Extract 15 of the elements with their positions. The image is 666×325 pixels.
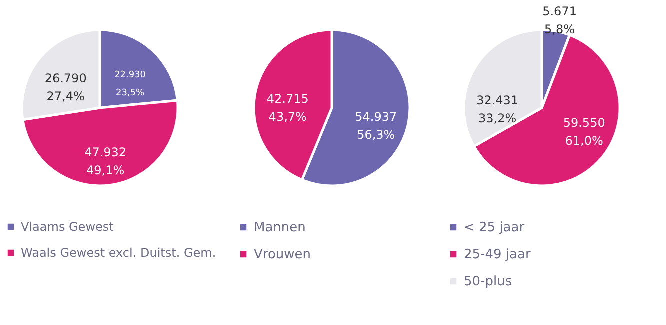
- legend-label: Vlaams Gewest: [21, 220, 114, 234]
- data-label: 59.550 61,0%: [563, 116, 606, 148]
- legend-label: Vrouwen: [254, 248, 312, 262]
- legend-label: 25-49 jaar: [464, 248, 532, 262]
- legend-label: < 25 jaar: [464, 220, 526, 236]
- data-label: 22.930 23,5%: [114, 70, 146, 99]
- legend-label: Mannen: [254, 220, 306, 236]
- legend-label: 50-plus: [464, 274, 512, 290]
- legend-label: Waals Gewest excl. Duitst. Gem.: [21, 246, 216, 260]
- data-label: 26.790 27,4%: [44, 72, 87, 104]
- data-label: 5.671 5,8%: [542, 4, 577, 37]
- data-label: 42.715 43,7%: [266, 92, 309, 124]
- data-label: 54.937 56,3%: [355, 110, 398, 142]
- data-label: 32.431 33,2%: [476, 94, 519, 126]
- data-label: 47.932 49,1%: [84, 146, 127, 178]
